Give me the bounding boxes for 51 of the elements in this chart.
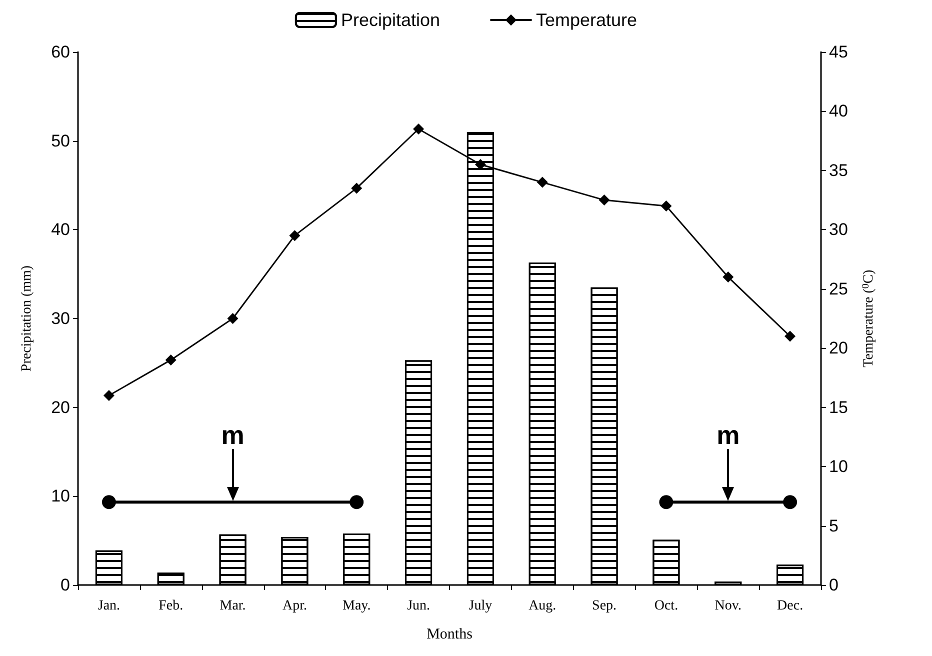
y2-tick-label: 25: [829, 279, 848, 298]
point: [227, 313, 238, 324]
point: [598, 194, 610, 206]
point: [783, 495, 798, 510]
point: [413, 123, 424, 134]
y2-axis-title: Temperature (0C): [860, 269, 876, 368]
y2-tick-label: 20: [829, 338, 848, 358]
y2-tick-label: 0: [829, 576, 838, 594]
y2-tick-label: 35: [829, 160, 848, 180]
y2-tick-label: 15: [829, 398, 848, 417]
x-tick-label: Sep.: [592, 598, 617, 614]
y-tick-label: 50: [51, 131, 70, 150]
point: [351, 182, 362, 194]
y-tick-label: 20: [51, 398, 70, 417]
x-tick-label: Jan.: [98, 598, 120, 614]
x-tick-label: Jun.: [407, 598, 430, 614]
annotation: m: [716, 420, 740, 450]
legend-label: Temperature: [536, 10, 638, 30]
x-axis-title: Months: [426, 626, 473, 642]
point: [289, 230, 300, 242]
y-tick-label: 0: [60, 576, 70, 594]
point: [659, 495, 674, 510]
y2-tick-label: 5: [829, 516, 838, 536]
y-tick-label: 10: [51, 486, 70, 506]
point: [536, 176, 548, 188]
y2-tick-label: 40: [829, 102, 848, 121]
x-tick-label: July: [468, 598, 492, 614]
point: [103, 390, 114, 401]
x-tick-label: Feb.: [158, 598, 184, 614]
y-tick-label: 30: [51, 309, 70, 328]
x-tick-label: Mar.: [220, 598, 246, 614]
legend-label: Precipitation: [340, 10, 440, 30]
x-tick-label: Apr.: [282, 598, 307, 614]
y-tick-label: 40: [51, 220, 70, 240]
x-tick-label: Aug.: [528, 598, 556, 614]
point: [350, 495, 364, 510]
x-tick-label: Oct.: [654, 598, 678, 614]
x-tick-label: Dec.: [777, 598, 804, 614]
x-tick-label: Nov.: [714, 598, 742, 614]
point: [722, 272, 734, 283]
y-axis-title: Precipitation (mm): [20, 265, 34, 372]
y-tick-label: 60: [51, 42, 70, 62]
y2-tick-label: 45: [829, 42, 848, 62]
annotation: m: [221, 420, 244, 450]
y2-tick-label: 30: [829, 220, 848, 240]
point: [102, 495, 116, 510]
point: [784, 330, 796, 342]
y2-tick-label: 10: [829, 457, 848, 476]
point: [660, 200, 672, 212]
x-tick-label: May.: [342, 598, 371, 614]
point: [165, 354, 176, 366]
